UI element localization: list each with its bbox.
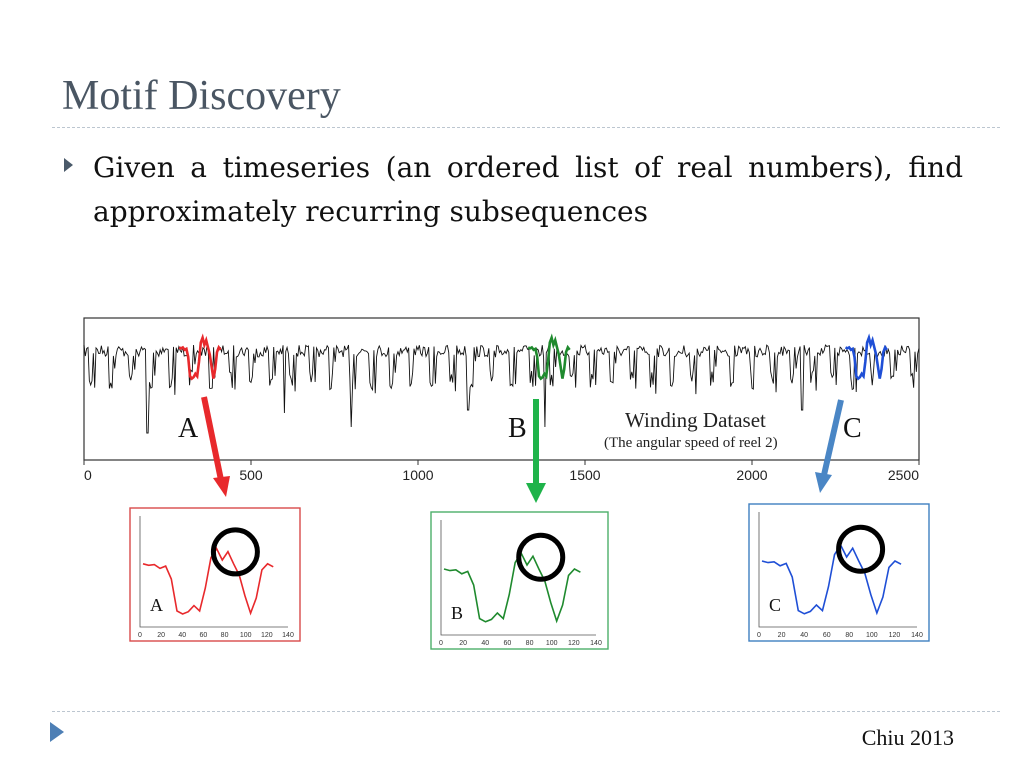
inset-tick-label: 140 <box>282 632 294 639</box>
motif-b-segment <box>527 333 571 381</box>
inset-tick-label: 80 <box>526 640 534 647</box>
x-axis-ticks: 0 500 1000 1500 2000 2500 <box>83 460 920 483</box>
highlight-circle-icon <box>516 532 566 582</box>
inset-axes <box>758 512 917 628</box>
inset-label: A <box>150 595 163 615</box>
motif-c-label: C <box>843 413 862 444</box>
x-tick-label: 2000 <box>736 467 767 483</box>
inset-tick-label: 0 <box>757 632 761 639</box>
highlight-circle-icon <box>836 524 886 574</box>
main-timeseries-line <box>83 344 920 434</box>
inset-tick-label: 120 <box>261 632 273 639</box>
inset-tick-label: 0 <box>138 632 142 639</box>
slide-title: Motif Discovery <box>62 73 341 119</box>
inset-motif-line <box>142 546 274 616</box>
inset-tick-label: 100 <box>240 632 252 639</box>
slide-nav-arrow-icon <box>50 722 64 742</box>
x-tick-label: 2500 <box>888 467 919 483</box>
dataset-title: Winding Dataset <box>625 408 766 432</box>
x-tick-label: 0 <box>84 467 92 483</box>
inset-label: C <box>769 595 781 615</box>
bullet-arrow-icon <box>64 158 73 172</box>
inset-tick-label: 40 <box>481 640 489 647</box>
footer-citation: Chiu 2013 <box>861 725 954 750</box>
inset-tick-label: 120 <box>568 640 580 647</box>
inset-tick-label: 40 <box>800 632 808 639</box>
footer-divider <box>52 711 1000 712</box>
x-tick-label: 1500 <box>569 467 600 483</box>
inset-tick-label: 80 <box>221 632 229 639</box>
motif-figure: A B C Winding Dataset (The angular speed… <box>83 317 930 650</box>
main-plot-frame <box>83 317 920 461</box>
highlight-circle-icon <box>210 527 260 577</box>
inset-tick-label: 20 <box>778 632 786 639</box>
inset-tick-label: 40 <box>178 632 186 639</box>
title-divider <box>52 127 1000 128</box>
inset-frame <box>129 507 301 642</box>
inset-motif-line <box>443 551 581 624</box>
inset-axes <box>139 516 288 628</box>
inset-tick-label: 60 <box>200 632 208 639</box>
x-tick-label: 1000 <box>402 467 433 483</box>
inset-tick-label: 60 <box>504 640 512 647</box>
inset-motif-line <box>761 543 902 616</box>
motif-a-label: A <box>178 413 199 444</box>
inset-frame <box>430 511 609 650</box>
motif-b-inset: 0 20 40 60 80 100 120 140 B <box>430 511 609 650</box>
bullet-text: Given a timeseries (an ordered list of r… <box>93 151 963 228</box>
x-tick-label: 500 <box>239 467 263 483</box>
motif-c-segment <box>844 333 888 381</box>
inset-axes <box>440 520 596 636</box>
inset-tick-label: 60 <box>823 632 831 639</box>
inset-tick-label: 20 <box>459 640 467 647</box>
inset-tick-label: 140 <box>590 640 602 647</box>
inset-tick-label: 20 <box>157 632 165 639</box>
inset-frame <box>748 503 930 642</box>
motif-b-label: B <box>508 413 527 444</box>
inset-tick-label: 100 <box>546 640 558 647</box>
arrow-b-icon <box>526 399 546 503</box>
motif-a-segment <box>178 333 222 381</box>
dataset-subtitle: (The angular speed of reel 2) <box>604 435 778 451</box>
motif-c-inset: 0 20 40 60 80 100 120 140 C <box>748 503 930 642</box>
arrow-c-icon <box>815 399 844 493</box>
inset-tick-label: 140 <box>911 632 923 639</box>
arrow-a-icon <box>201 396 230 497</box>
inset-tick-label: 100 <box>866 632 878 639</box>
inset-tick-label: 80 <box>845 632 853 639</box>
inset-label: B <box>451 603 463 623</box>
inset-tick-label: 0 <box>439 640 443 647</box>
motif-a-inset: 0 20 40 60 80 100 120 140 A <box>129 507 301 642</box>
inset-tick-label: 120 <box>889 632 901 639</box>
